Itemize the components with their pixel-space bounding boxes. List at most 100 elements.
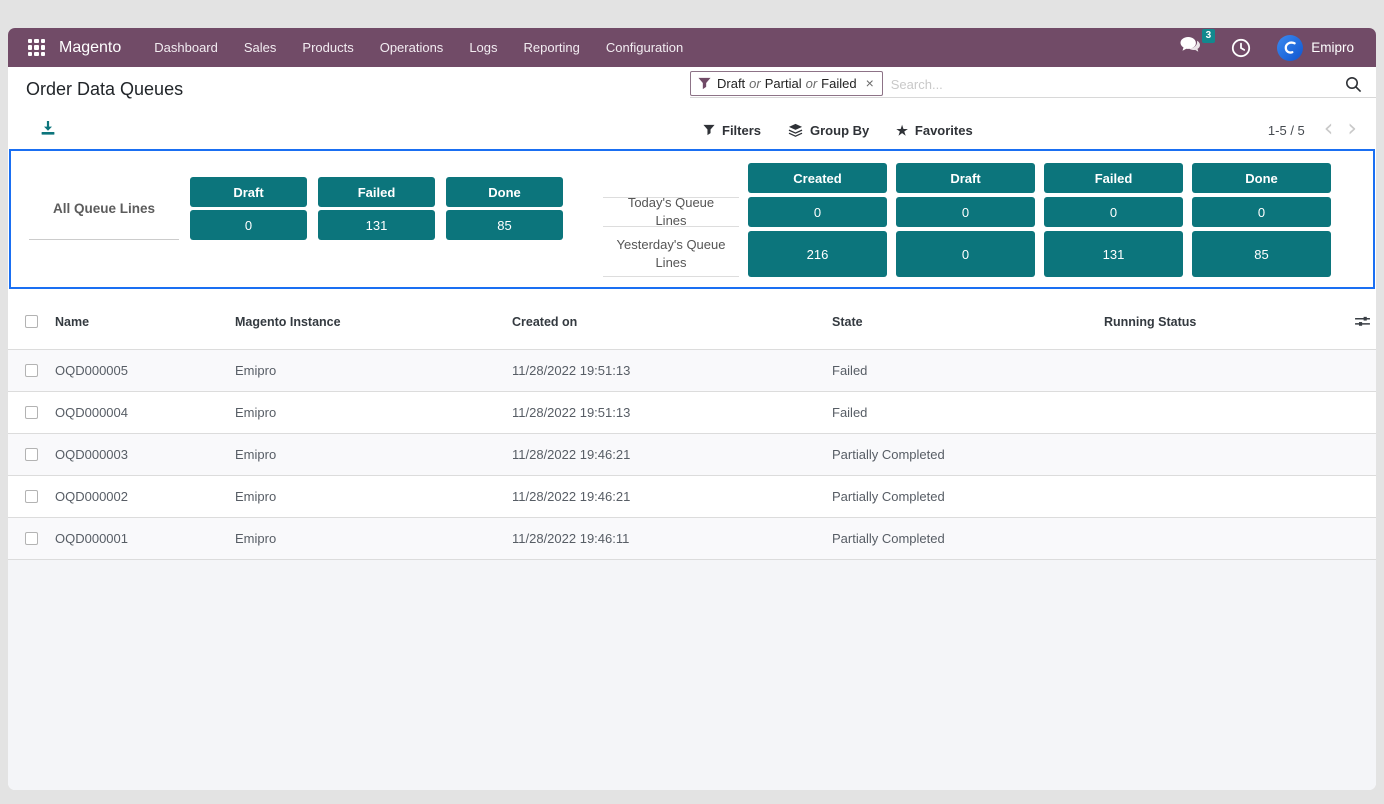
table-header-row: Name Magento Instance Created on State R… xyxy=(8,295,1376,349)
today-done-count[interactable]: 0 xyxy=(1192,197,1331,227)
favorites-button[interactable]: ★ Favorites xyxy=(896,123,972,138)
cell-instance: Emipro xyxy=(235,362,277,378)
queue-dashboard-panel: All Queue Lines Draft Failed Done 0 131 … xyxy=(9,149,1375,289)
filter-facet-icon xyxy=(691,77,717,90)
column-header-running-status[interactable]: Running Status xyxy=(1104,295,1346,349)
facet-text: Draft or Partial or Failed xyxy=(717,76,859,91)
activities-button[interactable] xyxy=(1231,38,1251,58)
select-all-checkbox[interactable] xyxy=(25,315,38,329)
pager-previous-icon[interactable]: ‹ xyxy=(1323,114,1334,142)
cell-instance: Emipro xyxy=(235,530,277,546)
column-header-name[interactable]: Name xyxy=(55,295,235,349)
user-menu[interactable]: Emipro xyxy=(1277,34,1354,61)
messages-button[interactable]: 3 xyxy=(1180,29,1216,58)
messages-count-badge: 3 xyxy=(1201,29,1216,43)
search-input[interactable] xyxy=(882,76,1345,92)
daily-corner-cell xyxy=(603,163,739,193)
table-row[interactable]: OQD000003 Emipro 11/28/2022 19:46:21 Par… xyxy=(8,433,1376,475)
cell-name: OQD000003 xyxy=(55,446,128,462)
row-checkbox[interactable] xyxy=(25,447,38,461)
daily-done-header[interactable]: Done xyxy=(1192,163,1331,193)
export-download-button[interactable] xyxy=(40,120,56,136)
group-by-button[interactable]: Group By xyxy=(788,123,869,138)
all-queue-lines-label: All Queue Lines xyxy=(29,177,179,240)
menu-item-logs[interactable]: Logs xyxy=(469,40,498,55)
all-queue-lines-block: All Queue Lines Draft Failed Done 0 131 … xyxy=(29,177,563,240)
cell-running-status xyxy=(1104,391,1346,433)
menu-item-dashboard[interactable]: Dashboard xyxy=(154,40,218,55)
cell-state: Partially Completed xyxy=(832,488,945,504)
pager-next-icon[interactable]: › xyxy=(1347,114,1357,142)
row-checkbox[interactable] xyxy=(25,405,38,419)
column-header-created-on[interactable]: Created on xyxy=(512,295,832,349)
table-row[interactable]: OQD000004 Emipro 11/28/2022 19:51:13 Fai… xyxy=(8,391,1376,433)
cell-name: OQD000002 xyxy=(55,488,128,504)
optional-columns-button[interactable] xyxy=(1346,315,1376,328)
cell-instance: Emipro xyxy=(235,488,277,504)
cell-running-status xyxy=(1104,517,1346,559)
row-checkbox[interactable] xyxy=(25,363,38,377)
table-row[interactable]: OQD000005 Emipro 11/28/2022 19:51:13 Fai… xyxy=(8,349,1376,391)
sliders-icon xyxy=(1355,317,1370,327)
today-created-count[interactable]: 0 xyxy=(748,197,887,227)
app-brand[interactable]: Magento xyxy=(59,38,122,56)
daily-created-header[interactable]: Created xyxy=(748,163,887,193)
group-by-label: Group By xyxy=(810,122,870,138)
column-header-state[interactable]: State xyxy=(832,295,1104,349)
menu-item-operations[interactable]: Operations xyxy=(379,40,444,55)
search-options: Filters Group By ★ Favorites xyxy=(703,111,973,149)
all-queue-draft-count[interactable]: 0 xyxy=(190,210,307,240)
cell-state: Partially Completed xyxy=(832,446,945,462)
pager: 1-5 / 5 ‹ › xyxy=(1268,111,1364,149)
cell-state: Failed xyxy=(832,362,868,378)
menu-item-configuration[interactable]: Configuration xyxy=(605,40,684,55)
search-facet-chip[interactable]: Draft or Partial or Failed × xyxy=(690,70,883,96)
all-queue-failed-header[interactable]: Failed xyxy=(318,177,435,207)
user-name: Emipro xyxy=(1311,40,1354,55)
yesterday-created-count[interactable]: 216 xyxy=(748,231,887,277)
yesterday-failed-count[interactable]: 131 xyxy=(1044,231,1183,277)
search-bar[interactable]: Draft or Partial or Failed × xyxy=(690,70,1376,98)
cell-instance: Emipro xyxy=(235,446,277,462)
yesterday-draft-count[interactable]: 0 xyxy=(896,231,1035,277)
row-checkbox[interactable] xyxy=(25,489,38,503)
all-queue-failed-count[interactable]: 131 xyxy=(318,210,435,240)
today-failed-count[interactable]: 0 xyxy=(1044,197,1183,227)
apps-grid-icon[interactable] xyxy=(28,39,45,56)
page-title: Order Data Queues xyxy=(26,78,184,99)
cell-name: OQD000005 xyxy=(55,362,128,378)
daily-failed-header[interactable]: Failed xyxy=(1044,163,1183,193)
clock-icon xyxy=(1232,38,1251,57)
queue-list-table: Name Magento Instance Created on State R… xyxy=(8,295,1376,560)
search-icon[interactable] xyxy=(1345,76,1362,93)
control-panel-bottom: Filters Group By ★ Favorites 1-5 / 5 ‹ › xyxy=(8,111,1376,149)
empty-area xyxy=(8,559,1376,790)
filters-button[interactable]: Filters xyxy=(703,123,761,138)
facet-or: or xyxy=(805,75,818,91)
cell-running-status xyxy=(1104,475,1346,517)
row-checkbox[interactable] xyxy=(25,531,38,545)
filters-label: Filters xyxy=(722,122,762,138)
menu-item-products[interactable]: Products xyxy=(302,40,354,55)
all-queue-done-header[interactable]: Done xyxy=(446,177,563,207)
facet-or: or xyxy=(749,75,761,91)
all-queue-done-count[interactable]: 85 xyxy=(446,210,563,240)
cell-running-status xyxy=(1104,349,1346,391)
column-header-magento-instance[interactable]: Magento Instance xyxy=(235,295,512,349)
yesterday-done-count[interactable]: 85 xyxy=(1192,231,1331,277)
yesterdays-queue-lines-label: Yesterday's Queue Lines xyxy=(603,231,739,277)
facet-value: Draft xyxy=(717,75,746,91)
table-row[interactable]: OQD000002 Emipro 11/28/2022 19:46:21 Par… xyxy=(8,475,1376,517)
all-queue-draft-header[interactable]: Draft xyxy=(190,177,307,207)
favorites-label: Favorites xyxy=(914,122,973,138)
menu-item-sales[interactable]: Sales xyxy=(243,40,277,55)
menu-item-reporting[interactable]: Reporting xyxy=(523,40,580,55)
control-panel-top: Order Data Queues Draft or Partial or Fa… xyxy=(8,67,1376,111)
daily-draft-header[interactable]: Draft xyxy=(896,163,1035,193)
today-draft-count[interactable]: 0 xyxy=(896,197,1035,227)
cell-name: OQD000004 xyxy=(55,404,128,420)
table-row[interactable]: OQD000001 Emipro 11/28/2022 19:46:11 Par… xyxy=(8,517,1376,559)
cell-created-on: 11/28/2022 19:51:13 xyxy=(512,404,631,420)
facet-remove-icon[interactable]: × xyxy=(865,75,874,91)
top-navbar: Magento Dashboard Sales Products Operati… xyxy=(8,28,1376,67)
